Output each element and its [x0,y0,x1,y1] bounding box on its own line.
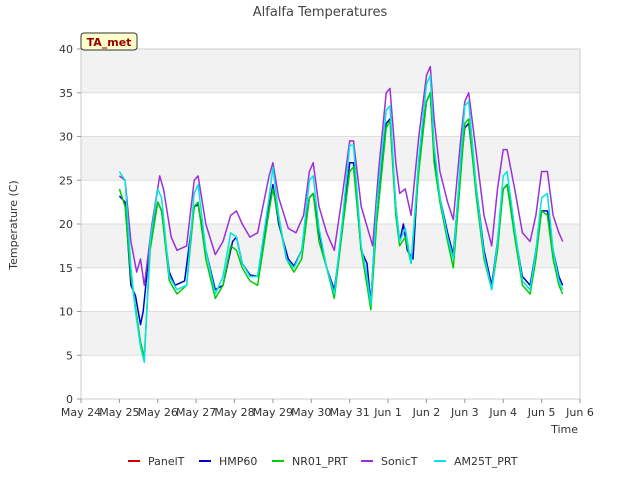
x-tick-label: Jun 4 [488,406,517,419]
legend-label-sonict: SonicT [381,455,418,468]
annotation-text: TA_met [87,36,132,49]
x-tick-label: May 28 [214,406,254,419]
y-tick-label: 10 [59,306,73,319]
x-tick-label: May 29 [253,406,293,419]
legend-label-panelt: PanelT [148,455,185,468]
series-line-sonict [118,65,564,287]
x-tick-label: May 31 [330,406,370,419]
y-tick-label: 15 [59,262,73,275]
y-tick-label: 20 [59,218,73,231]
legend-label-nr01-prt: NR01_PRT [292,455,348,468]
x-tick-label: Jun 2 [412,406,441,419]
series-line-am25t-prt [118,74,564,364]
x-tick-label: May 26 [138,406,178,419]
legend: PanelT HMP60 NR01_PRT SonicT AM25T_PRT [128,455,518,468]
annotation-box [80,32,138,51]
ta-met-annotation: TA_met [80,32,138,51]
plot-band [81,49,580,93]
y-tick-label: 5 [66,349,73,362]
plot-band [81,136,580,181]
y-tick-label: 35 [59,87,73,100]
y-tick-label: 40 [59,43,73,56]
x-tick-label: Jun 6 [565,406,594,419]
plot-band [81,311,580,356]
chart-title: Alfalfa Temperatures [253,5,388,20]
x-tick-label: May 30 [291,406,331,419]
legend-label-hmp60: HMP60 [219,455,257,468]
legend-label-am25t-prt: AM25T_PRT [454,455,518,468]
y-tick-label: 0 [66,393,73,406]
x-tick-label: Jun 3 [450,406,479,419]
plot-band [81,224,580,268]
y-tick-label: 30 [59,131,73,144]
x-tick-label: Jun 5 [527,406,556,419]
x-tick-label: Jun 1 [373,406,402,419]
y-tick-label: 25 [59,174,73,187]
x-tick-label: May 27 [176,406,216,419]
x-tick-label: May 25 [99,406,139,419]
y-axis-label: Temperature (C) [7,180,20,270]
x-tick-label: May 24 [61,406,101,419]
series-layer [118,65,564,364]
y-axis-ticks: 0 5 10 15 20 25 30 35 40 [59,43,81,406]
x-axis-label: Time [550,423,578,436]
